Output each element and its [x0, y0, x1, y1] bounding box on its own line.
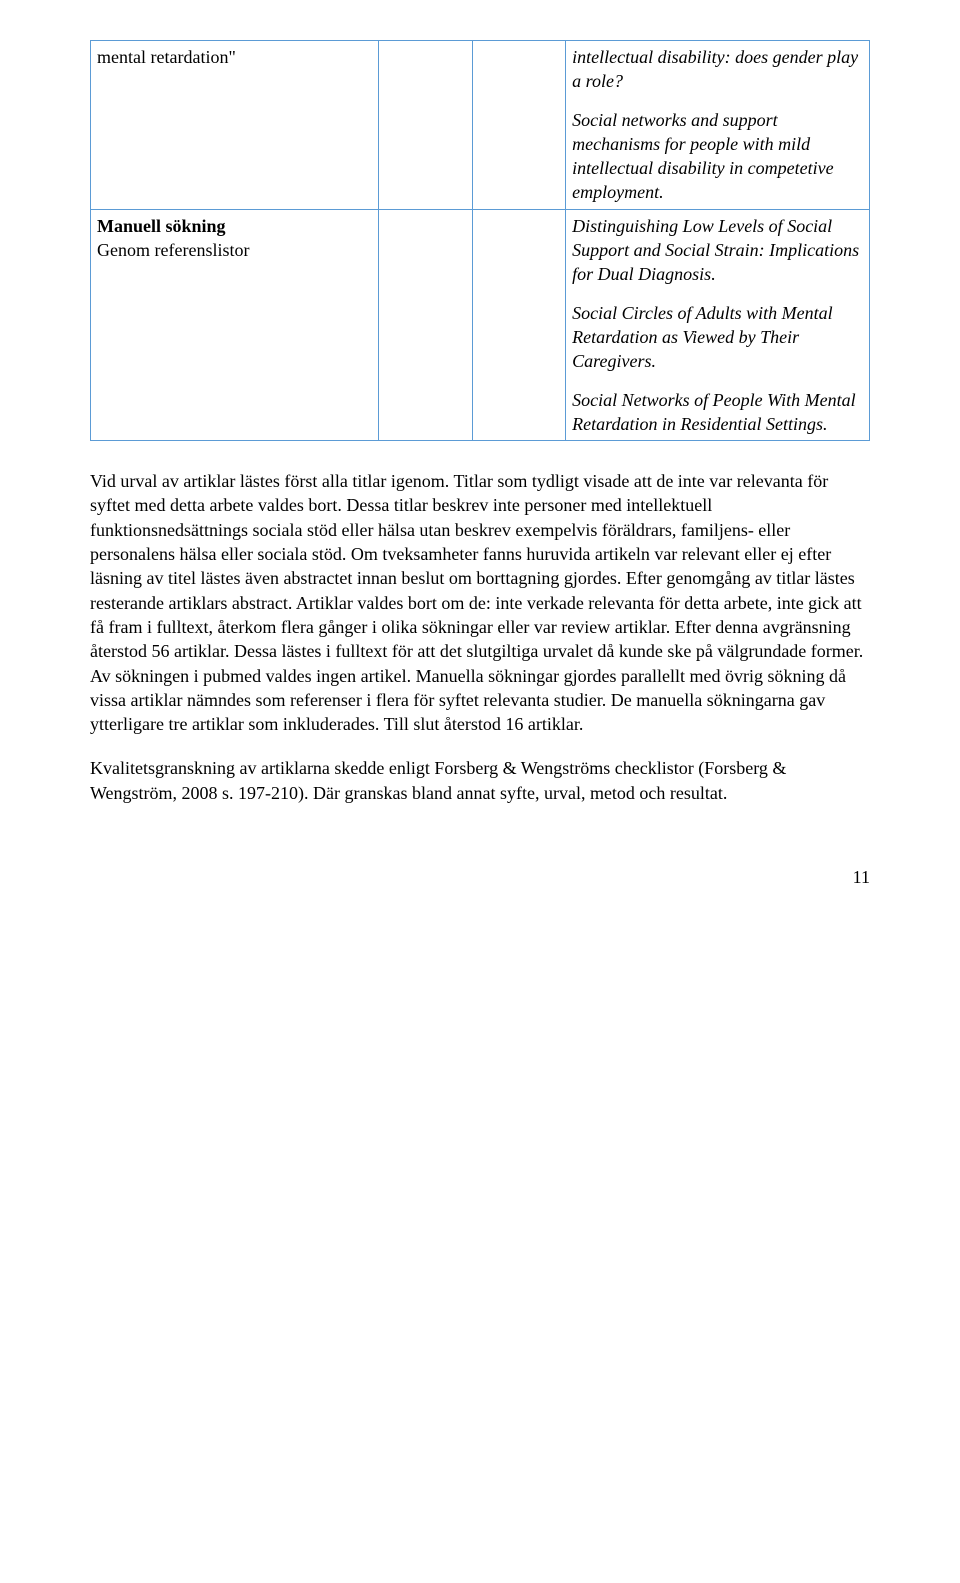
article-title: Distinguishing Low Levels of Social Supp…: [572, 214, 863, 287]
cell-col4: intellectual disability: does gender pla…: [566, 41, 870, 210]
article-title: Social Circles of Adults with Mental Ret…: [572, 301, 863, 374]
cell-text: Genom referenslistor: [97, 238, 372, 262]
cell-col3: [472, 209, 565, 440]
cell-col1: Manuell sökning Genom referenslistor: [91, 209, 379, 440]
cell-col3: [472, 41, 565, 210]
article-title: Social Networks of People With Mental Re…: [572, 388, 863, 437]
cell-col2: [379, 41, 472, 210]
section-heading: Manuell sökning: [97, 214, 372, 238]
table-row: mental retardation" intellectual disabil…: [91, 41, 870, 210]
results-table: mental retardation" intellectual disabil…: [90, 40, 870, 441]
page-number: 11: [90, 865, 870, 889]
cell-col1: mental retardation": [91, 41, 379, 210]
cell-col4: Distinguishing Low Levels of Social Supp…: [566, 209, 870, 440]
body-paragraph: Vid urval av artiklar lästes först alla …: [90, 469, 870, 736]
cell-col2: [379, 209, 472, 440]
cell-text: mental retardation": [97, 47, 236, 67]
article-title: intellectual disability: does gender pla…: [572, 45, 863, 94]
body-paragraph: Kvalitetsgranskning av artiklarna skedde…: [90, 756, 870, 805]
article-title: Social networks and support mechanisms f…: [572, 108, 863, 205]
table-row: Manuell sökning Genom referenslistor Dis…: [91, 209, 870, 440]
